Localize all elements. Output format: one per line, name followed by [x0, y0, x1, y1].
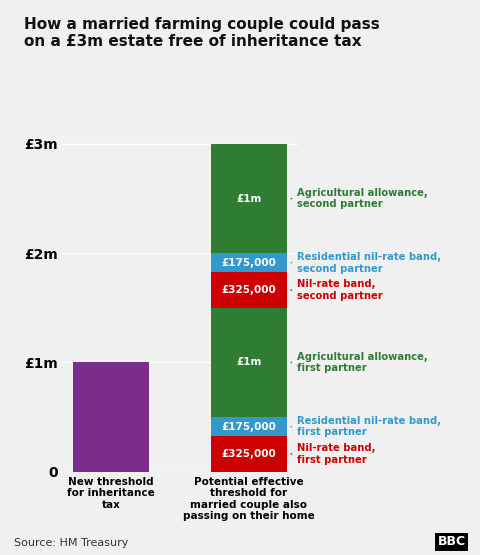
Text: £175,000: £175,000 — [222, 258, 276, 268]
Text: Residential nil-rate band,
first partner: Residential nil-rate band, first partner — [291, 416, 442, 437]
Bar — [211, 273, 287, 308]
Text: BBC: BBC — [437, 536, 466, 548]
Text: Nil-rate band,
second partner: Nil-rate band, second partner — [291, 279, 383, 301]
Text: £1m: £1m — [236, 357, 262, 367]
Bar — [211, 144, 287, 253]
Text: £325,000: £325,000 — [222, 449, 276, 459]
Text: £175,000: £175,000 — [222, 422, 276, 432]
Text: Nil-rate band,
first partner: Nil-rate band, first partner — [291, 443, 376, 465]
Bar — [211, 253, 287, 273]
Bar — [211, 436, 287, 472]
Text: How a married farming couple could pass
on a £3m estate free of inheritance tax: How a married farming couple could pass … — [24, 17, 380, 49]
Text: Agricultural allowance,
second partner: Agricultural allowance, second partner — [291, 188, 428, 209]
Bar — [73, 362, 149, 472]
Text: Residential nil-rate band,
second partner: Residential nil-rate band, second partne… — [291, 252, 442, 274]
Text: £325,000: £325,000 — [222, 285, 276, 295]
Bar — [211, 308, 287, 417]
Text: £1m: £1m — [236, 194, 262, 204]
Text: Source: HM Treasury: Source: HM Treasury — [14, 538, 129, 548]
Text: Agricultural allowance,
first partner: Agricultural allowance, first partner — [291, 352, 428, 374]
Bar — [211, 417, 287, 436]
